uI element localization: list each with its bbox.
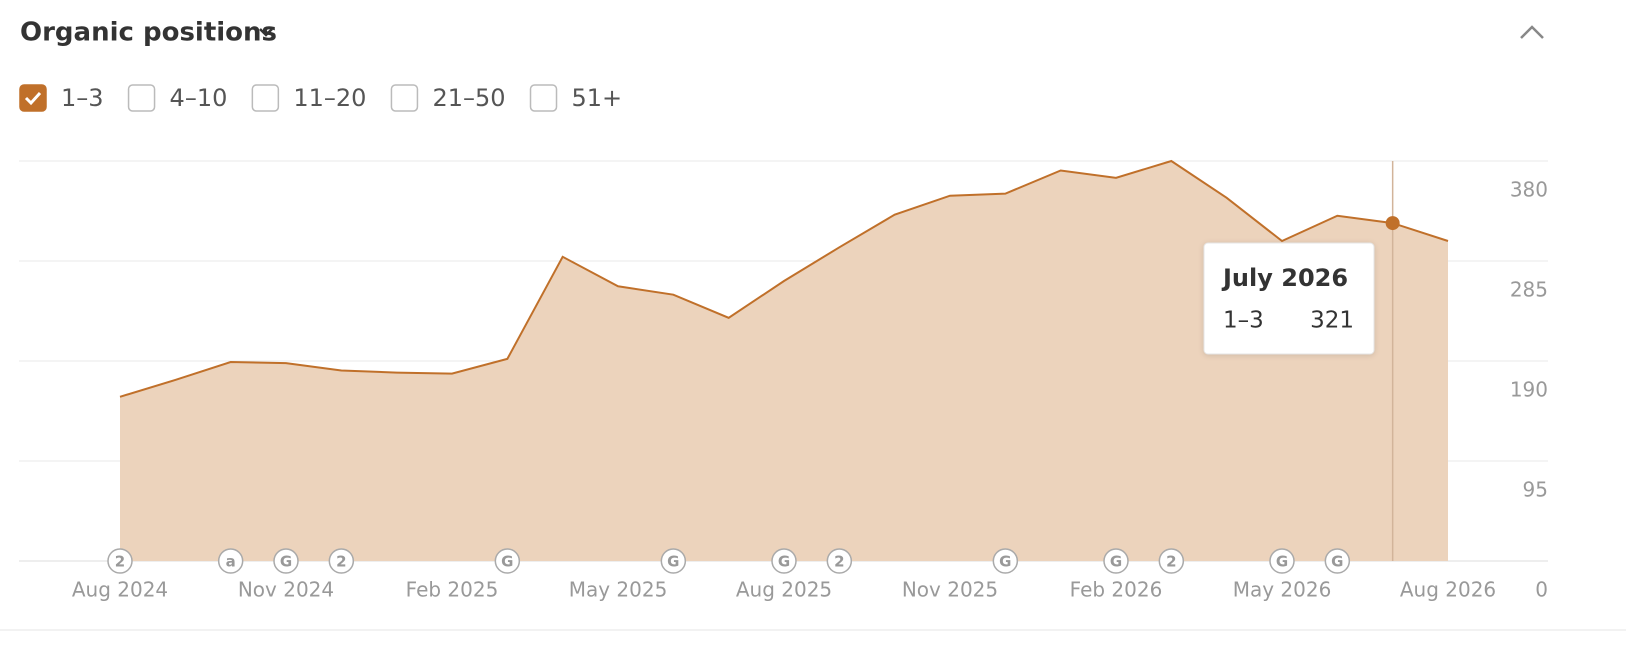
annotation-marker[interactable] [328, 548, 355, 574]
annotation-label: G [1331, 553, 1343, 571]
tooltip-series: 1–3 [1223, 308, 1264, 334]
x-tick-label: Aug 2025 [736, 578, 832, 602]
title-dropdown[interactable] [259, 28, 273, 37]
legend-checkbox[interactable] [390, 84, 419, 112]
x-tick-label: Nov 2024 [238, 578, 334, 602]
annotation-label: a [226, 553, 236, 571]
annotation-label: 2 [834, 553, 844, 571]
annotation-marker[interactable] [826, 548, 853, 574]
annotation-label: 2 [1166, 553, 1176, 571]
annotation-marker[interactable] [660, 548, 687, 574]
annotation-marker[interactable] [1269, 548, 1295, 574]
y-tick-label: 190 [1510, 378, 1548, 402]
legend-label[interactable]: 4–10 [170, 84, 228, 112]
line [119, 159, 1449, 398]
x-tick-label: Feb 2025 [406, 578, 499, 602]
legend-checkbox[interactable] [19, 84, 47, 112]
annotation-marker[interactable] [992, 548, 1019, 574]
y-tick-label: 285 [1510, 278, 1548, 302]
annotation-marker[interactable] [273, 548, 299, 574]
legend-label[interactable]: 1–3 [61, 84, 104, 112]
chart-title: Organic positions [20, 18, 277, 48]
tooltip-value: 321 [1310, 308, 1354, 334]
annotation-label: 2 [115, 553, 125, 571]
x-tick-label: Nov 2025 [902, 578, 998, 602]
annotation-label: G [1276, 553, 1288, 571]
annotation-label: G [501, 553, 513, 571]
legend-checkbox[interactable] [127, 84, 156, 112]
legend-label[interactable]: 11–20 [293, 84, 366, 112]
annotation-label: G [1110, 553, 1122, 571]
legend-label[interactable]: 21–50 [432, 84, 505, 112]
annotation-marker[interactable] [494, 548, 521, 574]
annotation-label: 2 [336, 553, 346, 571]
annotation-marker[interactable] [771, 548, 797, 574]
legend-label[interactable]: 51+ [572, 84, 623, 112]
y-tick-label: 380 [1510, 178, 1548, 202]
x-tick-label: Feb 2026 [1070, 578, 1163, 602]
annotation-marker[interactable] [1103, 548, 1129, 574]
annotation-label: G [280, 553, 292, 571]
x-tick-label: Aug 2024 [72, 578, 168, 602]
hover-point [1385, 216, 1400, 231]
tooltip-title: July 2026 [1221, 264, 1348, 292]
annotation-label: G [667, 553, 679, 571]
collapse-button[interactable] [1520, 25, 1544, 39]
x-tick-label: May 2026 [1233, 578, 1332, 602]
annotation-marker[interactable] [217, 548, 244, 574]
area [120, 161, 1448, 561]
annotation-label: G [778, 553, 790, 571]
x-tick-label: May 2025 [569, 578, 668, 602]
annotation-label: G [999, 553, 1011, 571]
checkmark [24, 91, 42, 106]
tooltip-box [1203, 242, 1375, 355]
y-tick-label: 0 [1535, 578, 1548, 602]
legend-checkbox[interactable] [251, 84, 280, 112]
x-tick-label: Aug 2026 [1400, 578, 1496, 602]
legend-checkbox[interactable] [529, 84, 558, 112]
annotation-marker[interactable] [107, 548, 133, 574]
annotation-marker[interactable] [1158, 548, 1185, 574]
y-tick-label: 95 [1523, 478, 1548, 502]
annotation-marker[interactable] [1324, 548, 1351, 574]
